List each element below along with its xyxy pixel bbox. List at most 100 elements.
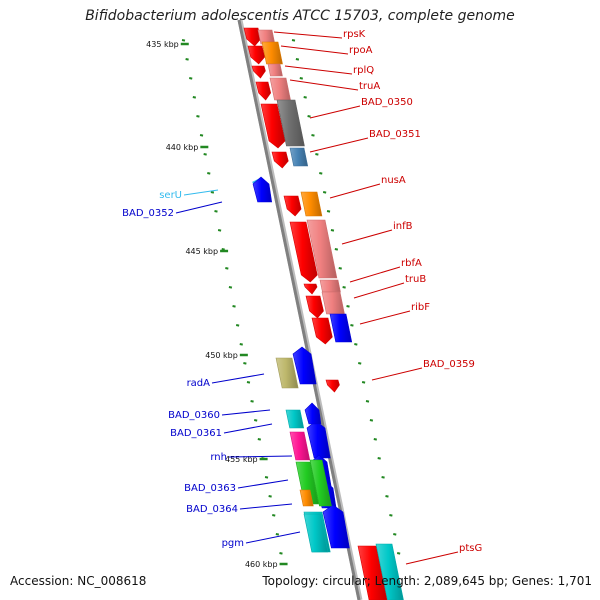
gene-label: truB <box>405 274 426 285</box>
gene-label: ribF <box>411 302 430 313</box>
leader-line <box>349 266 401 283</box>
scale-tick <box>214 210 218 213</box>
gene-BAD_0350 <box>276 99 305 147</box>
scale-label: 450 kbp <box>205 351 238 360</box>
cds-feature <box>325 379 340 393</box>
gene-label: rnh <box>210 452 227 463</box>
scale-label: 455 kbp <box>225 455 258 464</box>
leader-line <box>175 201 223 214</box>
scale-label: 440 kbp <box>166 143 199 152</box>
scale-tick <box>210 191 215 194</box>
scale-tick <box>217 229 222 232</box>
scale-tick <box>181 39 186 42</box>
scale-tick <box>295 58 300 61</box>
cds-feature-reverse <box>292 346 317 385</box>
scale-label: 460 kbp <box>245 560 278 569</box>
scale-tick <box>275 533 280 536</box>
gene-label: serU <box>159 190 182 201</box>
leader-line <box>237 479 289 489</box>
leader-line <box>353 282 405 299</box>
scale-tick <box>322 191 327 194</box>
gene-label: infB <box>393 221 413 232</box>
leader-line <box>223 423 273 434</box>
scale-tick <box>334 248 339 251</box>
scale-tick <box>361 381 366 384</box>
gene-BAD_0351 <box>289 147 309 167</box>
scale-tick <box>228 286 233 289</box>
scale-tick <box>396 552 401 555</box>
scale-tick <box>311 134 315 137</box>
gene-label: BAD_0360 <box>168 410 220 421</box>
map-title: Bifidobacterium adolescentis ATCC 15703,… <box>85 8 515 24</box>
genome-stats-label: Topology: circular; Length: 2,089,645 bp… <box>262 574 592 588</box>
leader-line <box>341 229 393 245</box>
leader-line <box>284 65 353 75</box>
scale-tick <box>377 457 381 460</box>
gene-label: truA <box>359 81 380 92</box>
scale-tick <box>358 362 362 365</box>
leader-line <box>309 137 369 153</box>
scale-tick <box>221 248 225 251</box>
cds-feature <box>357 545 388 600</box>
scale-tick <box>203 153 207 156</box>
scale-tick <box>232 305 236 308</box>
scale-tick <box>393 533 397 536</box>
cds-feature <box>255 81 272 101</box>
accession-label: Accession: NC_008618 <box>10 574 147 588</box>
scale-tick <box>346 305 350 308</box>
gene-infB <box>306 219 338 279</box>
scale-tick <box>315 153 319 156</box>
scale-tick <box>279 552 283 555</box>
scale-tick <box>381 476 385 479</box>
cds-feature-reverse <box>304 402 322 425</box>
cds-feature <box>303 283 318 295</box>
scale-tick <box>207 172 211 175</box>
gene-rbfA <box>319 279 341 293</box>
scale-tick <box>250 400 254 403</box>
scale-tick <box>350 324 354 327</box>
gene-label: BAD_0361 <box>170 428 222 439</box>
leader-line <box>329 183 381 199</box>
gene-BAD_0364 <box>299 489 314 507</box>
gene-label: BAD_0351 <box>369 129 421 140</box>
scale-tick <box>225 267 229 270</box>
leader-line <box>371 367 423 381</box>
scale-tick <box>299 77 303 80</box>
scale-tick <box>385 495 389 498</box>
scale-tick <box>365 400 370 403</box>
cds-feature <box>305 295 324 319</box>
leader-line <box>289 79 359 91</box>
scale-tick <box>319 172 323 175</box>
leader-line <box>239 503 293 510</box>
scale-tick <box>354 343 358 346</box>
scale-tick <box>268 495 272 498</box>
gene-radA <box>275 357 299 389</box>
scale-tick <box>243 362 247 365</box>
cds-feature <box>271 151 289 169</box>
cds-feature <box>283 195 302 217</box>
scale-tick <box>246 381 251 384</box>
scale-tick <box>389 514 393 517</box>
gene-rnh <box>306 420 331 459</box>
gene-label: BAD_0364 <box>186 504 238 515</box>
gene-label: BAD_0363 <box>184 483 236 494</box>
gene-label: BAD_0350 <box>361 97 413 108</box>
scale-tick <box>199 134 204 137</box>
scale-tick <box>330 229 335 232</box>
cds-feature-reverse <box>322 504 350 549</box>
leader-line <box>405 551 459 565</box>
scale-tick <box>369 419 374 422</box>
leader-line <box>221 409 271 416</box>
scale-tick <box>272 514 276 517</box>
leader-line <box>359 310 411 325</box>
scale-label: 445 kbp <box>185 247 218 256</box>
gene-label: BAD_0359 <box>423 359 475 370</box>
gene-label: rbfA <box>401 258 422 269</box>
scale-tick <box>264 476 269 479</box>
leader-line <box>228 455 293 458</box>
gene-truB <box>321 291 345 315</box>
scale-tick <box>338 267 342 270</box>
cds-feature <box>251 65 266 79</box>
gene-rplQ <box>267 63 283 77</box>
